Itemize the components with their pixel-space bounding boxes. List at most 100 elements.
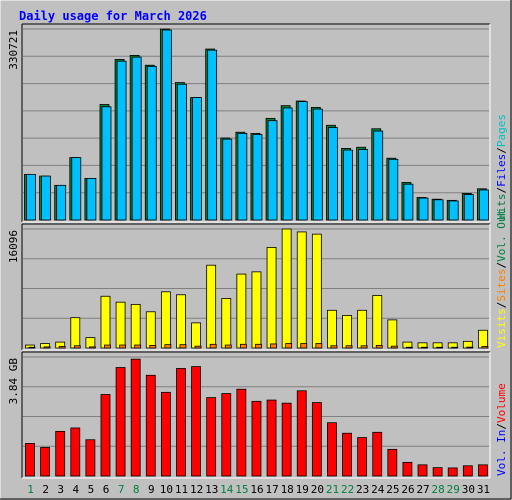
bar-files: [448, 200, 459, 221]
bar-files: [388, 158, 399, 221]
bar-files: [252, 134, 263, 221]
legend-middle: Visits/Sites/Vol. Out: [495, 209, 508, 348]
legend-entry: /: [495, 302, 508, 309]
legend-entry: Visits: [495, 308, 508, 348]
bar-sites: [164, 344, 172, 349]
x-tick-label: 20: [311, 483, 324, 496]
bar-volume: [115, 367, 126, 477]
legend-entry: Hits: [495, 194, 508, 221]
y-max-label: 3.84 GB: [7, 358, 20, 405]
legend-entry: Vol. Out: [495, 209, 508, 262]
bar-sites: [360, 345, 368, 349]
bar-visits: [311, 233, 322, 349]
bar-sites: [239, 343, 247, 349]
x-axis-labels: 1 2 3 4 5 6 7 8 9 10 11 12 13 14 15 16 17 18 19 20 21 22 23 24 2…: [27, 483, 490, 496]
bar-sites: [58, 346, 66, 349]
bar-visits: [281, 228, 292, 349]
bar-files: [282, 107, 293, 221]
x-tick-label: 17: [265, 483, 278, 496]
bar-sites: [73, 345, 81, 349]
bar-visits: [70, 317, 81, 349]
x-tick-label: 14: [220, 483, 234, 496]
bar-files: [312, 108, 323, 221]
bar-volume: [266, 399, 277, 477]
legend-entry: Sites: [495, 269, 508, 302]
x-tick-label: 4: [73, 483, 80, 496]
x-tick-label: 7: [118, 483, 125, 496]
bar-sites: [390, 345, 398, 349]
bar-volume: [478, 464, 488, 477]
x-tick-label: 28: [432, 483, 445, 496]
legend-entry: Vol. In: [495, 430, 508, 476]
x-tick-label: 21: [326, 483, 339, 496]
bar-files: [433, 199, 444, 221]
x-tick-label: 22: [341, 483, 354, 496]
panel-hits-files-pages: 330721: [7, 23, 491, 223]
bar-visits: [327, 309, 337, 349]
chart-title: Daily usage for March 2026: [19, 9, 207, 23]
bar-volume: [281, 402, 292, 477]
bar-visits: [357, 309, 368, 349]
bar-files: [116, 60, 127, 221]
bar-files: [237, 132, 248, 221]
bar-volume: [447, 467, 458, 477]
bar-volume: [160, 391, 171, 477]
y-max-label: 16096: [7, 230, 20, 263]
x-tick-label: 1: [27, 483, 34, 496]
bar-sites: [149, 345, 157, 349]
x-tick-label: 13: [205, 483, 218, 496]
bar-sites: [43, 346, 51, 349]
legend-entry: /: [495, 147, 508, 154]
bar-sites: [119, 344, 126, 349]
bar-volume: [25, 443, 35, 477]
bar-files: [463, 194, 474, 221]
legend-entry: Volume: [495, 383, 508, 423]
bar-files: [207, 49, 218, 221]
bar-volume: [417, 464, 428, 477]
bar-volume: [206, 397, 217, 477]
bar-files: [297, 101, 308, 221]
bar-volume: [311, 402, 322, 477]
x-tick-label: 9: [148, 483, 155, 496]
bar-sites: [179, 344, 187, 349]
bar-sites: [194, 345, 202, 349]
bar-files: [56, 184, 67, 221]
bar-files: [373, 130, 384, 221]
x-tick-label: 26: [401, 483, 414, 496]
x-tick-label: 23: [356, 483, 369, 496]
bar-volume: [40, 447, 50, 477]
bar-volume: [100, 394, 111, 477]
bar-volume: [342, 432, 352, 477]
bar-visits: [296, 231, 307, 349]
bar-visits: [221, 298, 232, 349]
bar-visits: [372, 295, 383, 349]
y-max-label: 330721: [7, 30, 20, 70]
bar-files: [177, 83, 187, 221]
bar-visits: [191, 322, 201, 349]
x-tick-label: 11: [175, 483, 188, 496]
panel-volume: 3.84 GB: [7, 351, 491, 479]
bar-files: [358, 149, 369, 221]
legend-entry: Pages: [495, 114, 508, 147]
bar-volume: [55, 430, 66, 477]
bar-visits: [206, 264, 217, 349]
bar-volume: [327, 422, 337, 477]
bar-visits: [130, 303, 141, 349]
bar-visits: [176, 294, 186, 349]
bar-sites: [466, 346, 474, 349]
bar-sites: [300, 343, 308, 349]
bar-files: [403, 183, 414, 221]
bar-sites: [104, 344, 111, 349]
bar-sites: [255, 343, 262, 349]
bar-volume: [236, 388, 247, 477]
bar-volume: [387, 448, 398, 477]
bar-volume: [251, 400, 262, 477]
bar-volume: [145, 374, 156, 477]
bar-files: [267, 120, 278, 221]
bar-volume: [130, 358, 141, 477]
bar-sites: [481, 346, 489, 349]
x-tick-label: 31: [477, 483, 490, 496]
bar-files: [146, 65, 157, 221]
